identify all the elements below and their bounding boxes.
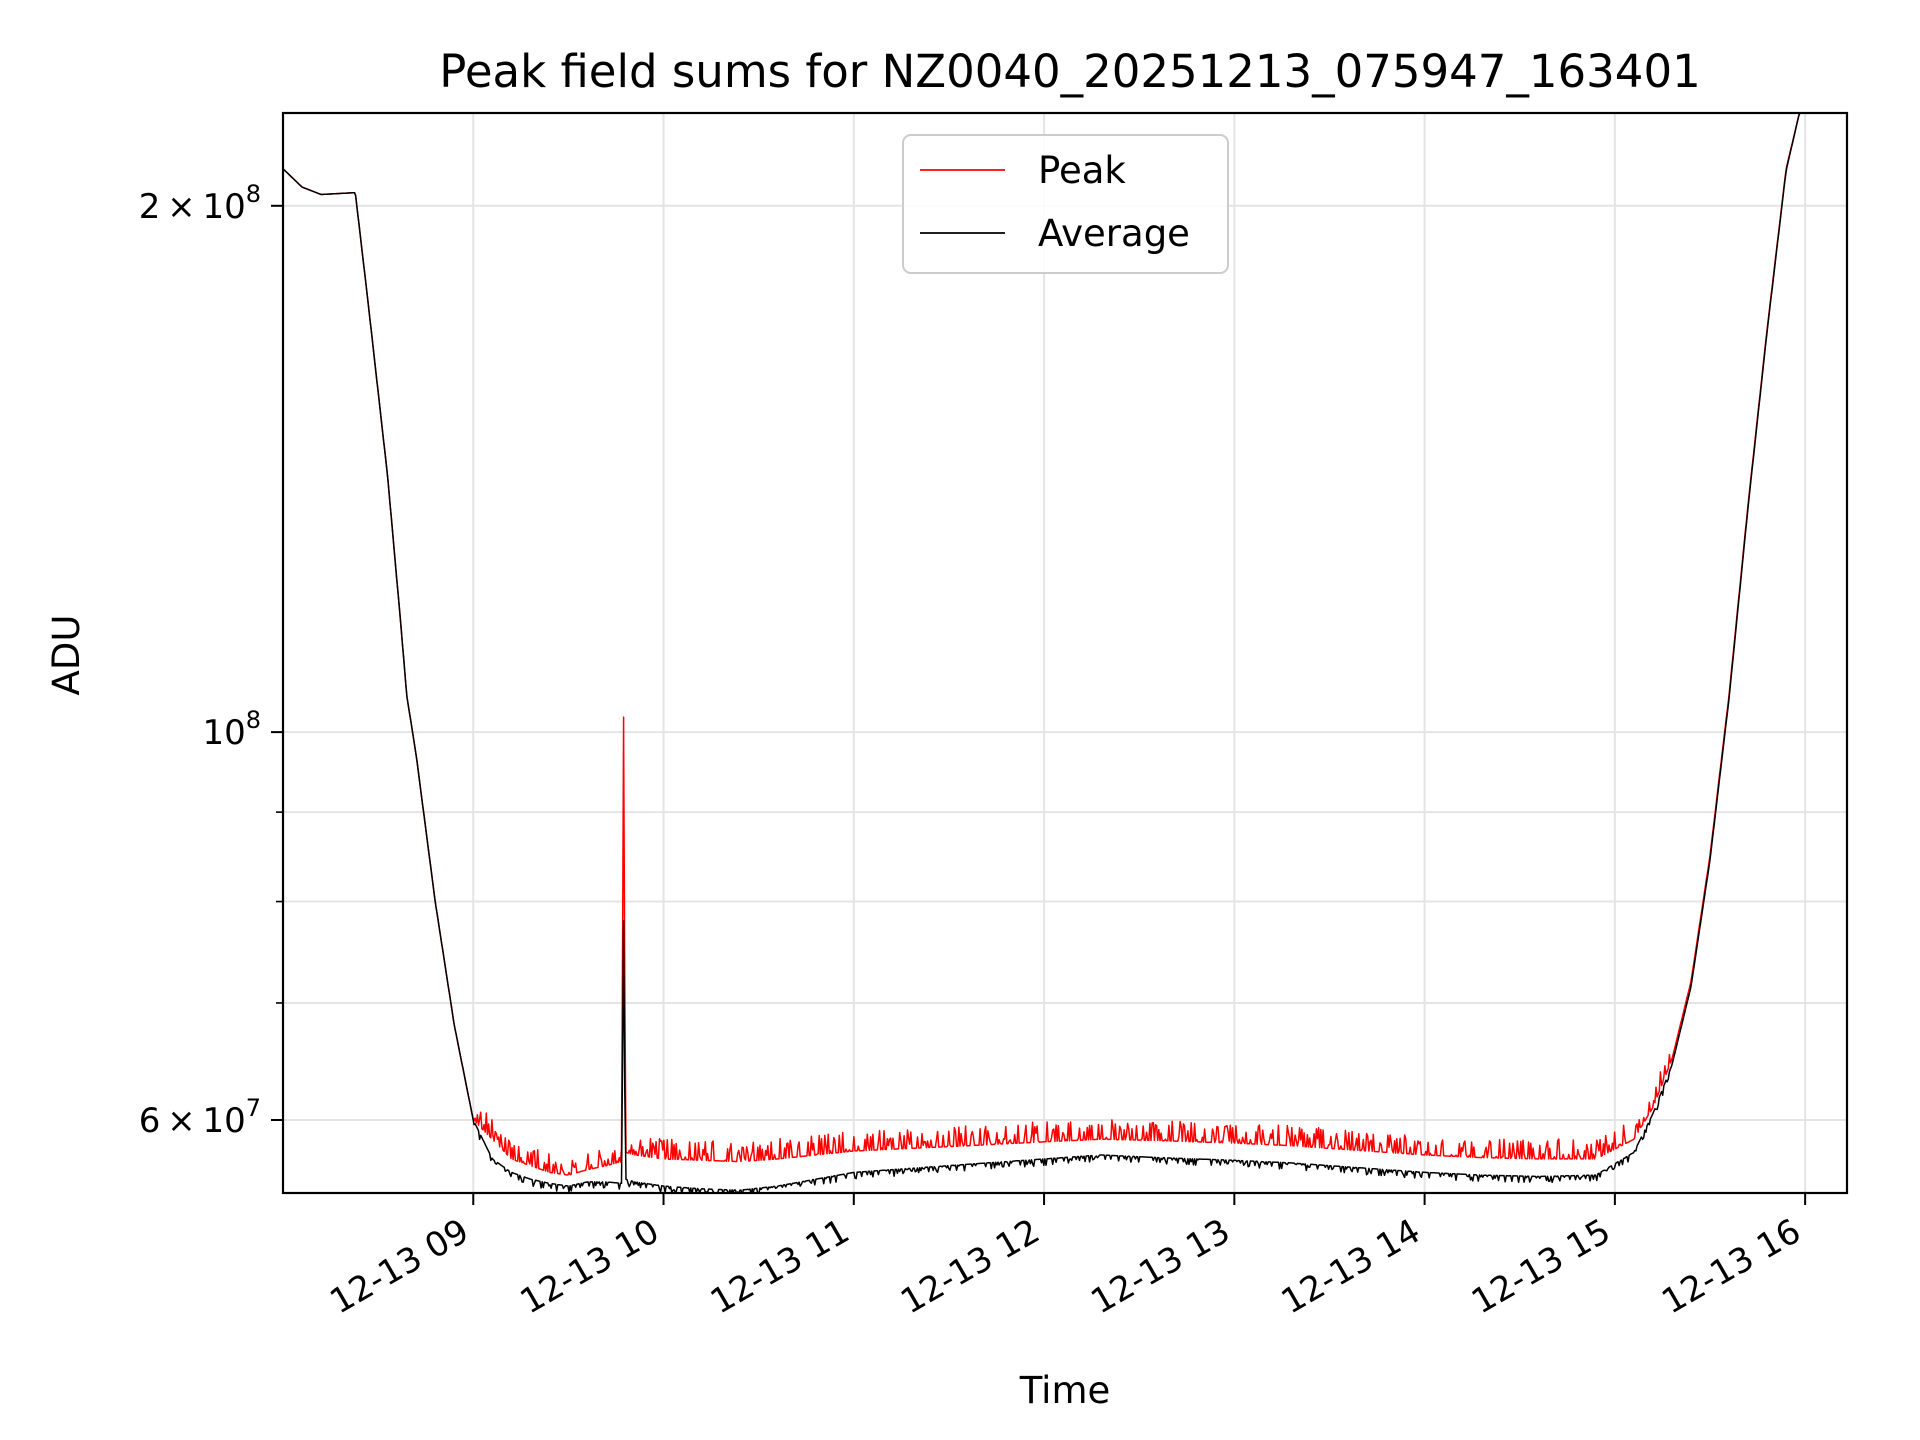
legend: Peak Average — [902, 134, 1229, 274]
y-tick-exponent: 8 — [246, 180, 261, 208]
average-series-line — [283, 113, 1847, 1193]
series-lines — [283, 113, 1847, 1193]
y-tick-label: 2 × 108 — [139, 180, 261, 227]
y-tick-exponent: 8 — [246, 706, 261, 734]
chart-title: Peak field sums for NZ0040_20251213_0759… — [439, 45, 1700, 98]
y-tick-label: 6 × 107 — [139, 1094, 261, 1141]
x-axis-label: Time — [1019, 1369, 1111, 1412]
y-tick-exponent: 7 — [246, 1094, 261, 1122]
peak-series-line — [283, 113, 1847, 1176]
y-axis-label: ADU — [45, 615, 88, 696]
plot-frame — [281, 111, 1849, 1195]
legend-average-label: Average — [1038, 212, 1190, 255]
legend-peak-label: Peak — [1038, 149, 1126, 192]
